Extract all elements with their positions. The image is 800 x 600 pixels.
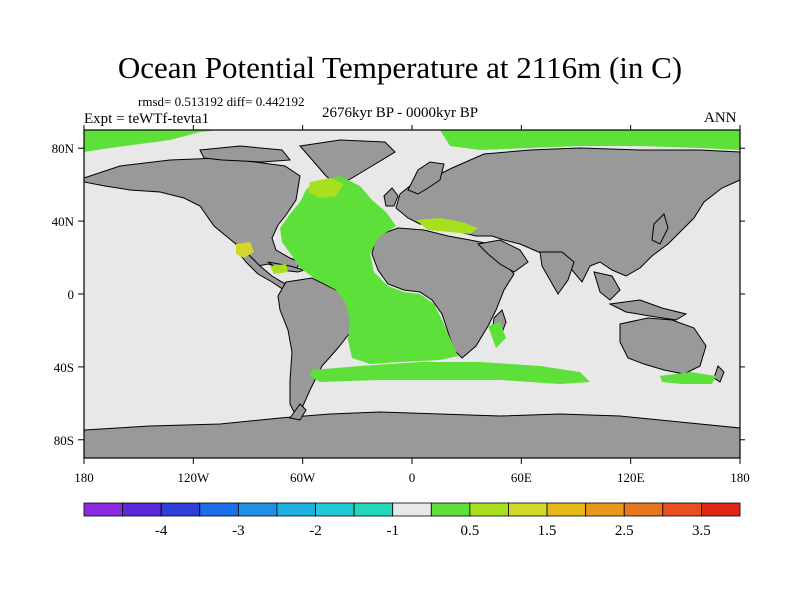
land-scandinavia: [407, 161, 445, 195]
chart-title: Ocean Potential Temperature at 2116m (in…: [117, 50, 683, 85]
land-layer: [83, 139, 741, 459]
colorbar-label: 1.5: [538, 523, 557, 539]
colorbar-swatch: [662, 502, 702, 517]
experiment-label: Expt = teWTf-tevta1: [84, 111, 210, 127]
lon-tick-label: 180: [730, 470, 750, 485]
lon-tick-label: 60E: [511, 470, 532, 485]
colorbar-label: -3: [232, 523, 245, 539]
colorbar-swatch: [276, 502, 316, 517]
lat-tick-label: 80S: [54, 433, 74, 448]
period-label: 2676kyr BP - 0000kyr BP: [322, 105, 479, 121]
land-new-zealand: [713, 365, 725, 383]
map-panel: 180 120W 60W 0 60E 120E 180 80N 40N 0 40S 80S: [52, 125, 750, 485]
colorbar-swatch: [199, 502, 239, 517]
colorbar-swatch: [83, 502, 123, 517]
land-eurasia: [395, 147, 741, 283]
land-australia: [619, 317, 707, 375]
colorbar: -4 -3 -2 -1 0.5 1.5 2.5 3.5: [83, 502, 741, 539]
colorbar-label: -2: [309, 523, 322, 539]
lat-tick-label: 80N: [52, 141, 75, 156]
land-antarctic-peninsula: [289, 403, 307, 421]
colorbar-label: 0.5: [461, 523, 480, 539]
colorbar-swatch: [237, 502, 278, 517]
colorbar-swatch: [392, 502, 432, 517]
anomaly-gulf-accent: [236, 242, 254, 258]
land-japan: [651, 213, 669, 245]
lon-tick-label: 0: [409, 470, 416, 485]
land-southeast-asia: [593, 271, 688, 321]
anomaly-labrador-accent: [308, 178, 344, 198]
lon-tick-label: 60W: [290, 470, 316, 485]
anomaly-southern-ocean: [310, 362, 590, 384]
anomaly-mediterranean: [416, 218, 478, 234]
colorbar-swatch: [546, 502, 587, 517]
lon-tick-label: 180: [74, 470, 94, 485]
anomaly-pacific-south: [660, 372, 716, 384]
land-arctic-islands: [199, 145, 291, 163]
lon-tick-label: 120W: [177, 470, 210, 485]
colorbar-label: -1: [386, 523, 399, 539]
land-british-isles: [383, 187, 399, 207]
lon-tick-label: 120E: [617, 470, 645, 485]
tick-labels: 180 120W 60W 0 60E 120E 180 80N 40N 0 40S 80S: [52, 141, 750, 485]
anomaly-atlantic: [280, 176, 458, 364]
colorbar-swatch: [430, 502, 471, 517]
colorbar-swatch: [508, 502, 548, 517]
stats-label: rmsd= 0.513192 diff= 0.442192: [138, 94, 305, 109]
lat-tick-label: 0: [68, 287, 75, 302]
colorbar-swatch: [701, 502, 741, 517]
colorbar-swatch: [160, 502, 201, 517]
season-label: ANN: [704, 110, 737, 126]
anomaly-layer: [84, 130, 740, 384]
land-india: [539, 251, 575, 295]
land-arabia: [476, 239, 529, 273]
lat-tick-label: 40S: [54, 360, 74, 375]
lat-tick-label: 40N: [52, 214, 75, 229]
anomaly-arctic-east: [440, 130, 740, 150]
colorbar-swatch: [623, 502, 664, 517]
land-greenland: [299, 139, 396, 187]
anomaly-indian-ocean: [488, 322, 506, 348]
land-africa: [371, 227, 515, 359]
colorbar-swatch: [122, 502, 162, 517]
tick-marks: [78, 125, 745, 464]
colorbar-swatch: [585, 502, 625, 517]
anomaly-arctic: [84, 130, 220, 152]
anomaly-caribbean-accent: [270, 264, 288, 274]
colorbar-swatch: [353, 502, 394, 517]
colorbar-swatch: [469, 502, 509, 517]
colorbar-swatch: [315, 502, 355, 517]
colorbar-label: 3.5: [692, 523, 711, 539]
colorbar-label: -4: [155, 523, 168, 539]
colorbar-label: 2.5: [615, 523, 634, 539]
